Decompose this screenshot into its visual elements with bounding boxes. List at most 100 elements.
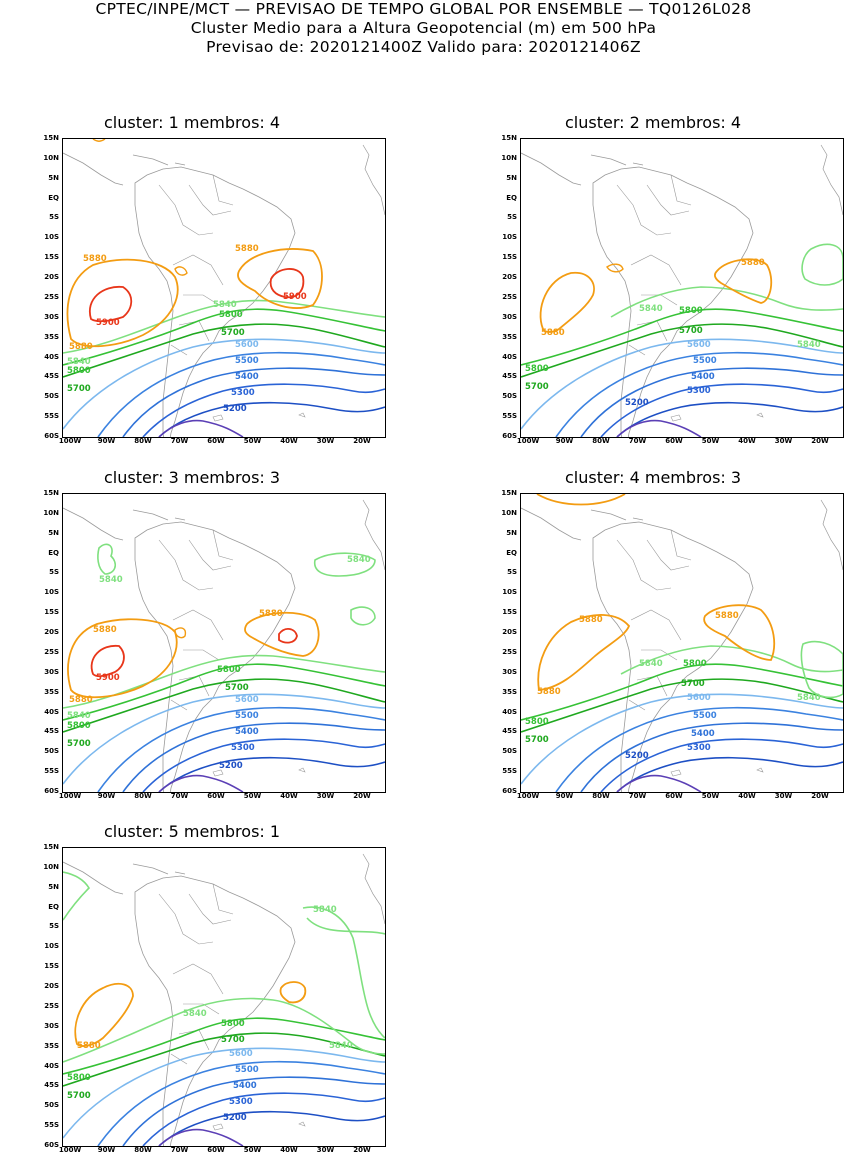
p1-label-5300: 5300 [231,388,255,398]
panel-5-lon-label: 70W [170,1146,189,1154]
p4-label-5300: 5300 [687,743,711,753]
panel-5-map: 5880 5840 5840 5840 5800 5800 5700 5700 … [62,847,386,1147]
panel-2-lat-label: 40S [502,352,517,361]
p3-label-5600: 5600 [235,695,259,705]
panel-5-lon-label: 50W [243,1146,262,1154]
panel-4-lat-label: 50S [502,747,517,756]
panel-4-lat-label: 10N [501,508,517,517]
panel-3-lon-label: 20W [353,792,371,800]
panel-1-lat-label: 45S [44,372,59,381]
panel-1-lat-label: 50S [44,392,59,401]
p3-label-5840-c: 5840 [67,711,91,721]
p2-label-5840-a: 5840 [639,304,663,314]
panel-4-lat-label: 40S [502,707,517,716]
p3-label-5880-a: 5880 [93,625,117,635]
panel-4-lon-label: 50W [701,792,720,800]
panel-2-lon-label: 100W [516,437,540,445]
panel-5-lat-label: 5S [49,922,59,931]
p4-label-5880-c: 5880 [537,687,561,697]
p2-label-5700-b: 5700 [525,382,549,392]
panel-4-lon-label: 80W [592,792,610,800]
panel-5-lat-label: 50S [44,1101,59,1110]
p5-label-5800-b: 5800 [67,1073,91,1083]
panel-3-lon-label: 30W [316,792,335,800]
panel-1-lon-label: 40W [280,437,298,445]
panel-1-lon-label: 30W [316,437,335,445]
panel-5-lon-label: 100W [58,1146,82,1154]
p5-label-5840-b: 5840 [183,1009,207,1019]
panel-1-lat-label: 10S [44,233,59,242]
panel-2-lat-label: 15S [502,253,517,262]
panel-4-lon-label: 30W [774,792,793,800]
panel-2-lat-label: 25S [502,292,517,301]
p4-label-5880-b: 5880 [715,611,739,621]
panel-4-lat-label: 45S [502,727,517,736]
panel-4-lat-label: EQ [506,548,517,557]
panel-4-lat-label: 25S [502,647,517,656]
panel-2-lon-label: 30W [774,437,793,445]
panel-1-lon-label: 70W [170,437,189,445]
header-line-2: Cluster Medio para a Altura Geopotencial… [190,19,657,37]
panel-1-lon-label: 80W [134,437,152,445]
panel-3-lat-label: 45S [44,727,59,736]
p2-label-5500: 5500 [693,356,717,366]
panel-5-lon-label: 90W [97,1146,116,1154]
panel-3-lat-label: 55S [44,767,59,776]
panel-4-lon-label: 40W [738,792,756,800]
panel-2-lat-label: 45S [502,372,517,381]
panel-5-lon-label: 60W [207,1146,225,1154]
panel-3-lon-label: 100W [58,792,82,800]
panel-2-lat-label: 50S [502,392,517,401]
p4-label-5700-b: 5700 [525,735,549,745]
p2-label-5600: 5600 [687,340,711,350]
panel-2-lat-label: 35S [502,332,517,341]
p3-label-5400: 5400 [235,727,259,737]
p2-label-5880-b: 5880 [741,258,765,268]
panel-3-lon-label: 50W [243,792,262,800]
panel-1-lat-label: 55S [44,412,59,421]
p4-label-5600: 5600 [687,693,711,703]
p2-label-5700-a: 5700 [679,326,703,336]
panel-3-lat-label: 15N [43,489,59,497]
p2-label-5200: 5200 [625,398,649,408]
panel-5-lat-label: 40S [44,1061,59,1070]
p1-label-5700-a: 5700 [221,328,245,338]
panel-2-title: cluster: 2 membros: 4 [565,113,742,132]
p1-label-5600: 5600 [235,340,259,350]
panel-1-lat-label: 5S [49,213,59,222]
panel-2-lat-label: 55S [502,412,517,421]
panel-1-title: cluster: 1 membros: 4 [104,113,281,132]
panel-1-lat-label: 15S [44,253,59,262]
panel-1-lon-label: 90W [97,437,116,445]
panel-5-lat-label: 15N [43,843,59,851]
panel-3-lat-label: 5N [48,528,59,537]
panel-3-title: cluster: 3 membros: 3 [104,468,281,487]
panel-3-lat-label: 40S [44,707,59,716]
panel-5-lat-label: 55S [44,1121,59,1130]
panel-1-lon-label: 60W [207,437,225,445]
p5-label-5700-a: 5700 [221,1035,245,1045]
panel-5-lat-label: 10S [44,942,59,951]
panel-3-lat-label: 25S [44,647,59,656]
panel-3-lon-label: 90W [97,792,116,800]
p2-label-5840-b: 5840 [797,340,821,350]
p3-label-5840-a: 5840 [99,575,123,585]
panel-1-map: 5880 5880 5880 5900 5900 5840 5840 5800 … [62,138,386,438]
panel-2-lon-label: 20W [811,437,829,445]
p2-label-5800-b: 5800 [525,364,549,374]
panel-3-lat-label: 20S [44,628,59,637]
panel-4-lat-label: 15S [502,608,517,617]
p5-label-5600: 5600 [229,1049,253,1059]
panel-3-lat-label: 30S [44,667,59,676]
panel-2-lon-label: 40W [738,437,756,445]
p5-label-5840-c: 5840 [329,1041,353,1051]
p1-label-5400: 5400 [235,372,259,382]
panel-3-lon-label: 80W [134,792,152,800]
panel-4-lat-label: 30S [502,667,517,676]
p2-label-5880-a: 5880 [541,328,565,338]
p5-label-5800-a: 5800 [221,1019,245,1029]
p3-label-5500: 5500 [235,711,259,721]
panel-2-lon-label: 50W [701,437,720,445]
panel-3-lon-label: 60W [207,792,225,800]
panel-1-lat-label: 10N [43,153,59,162]
